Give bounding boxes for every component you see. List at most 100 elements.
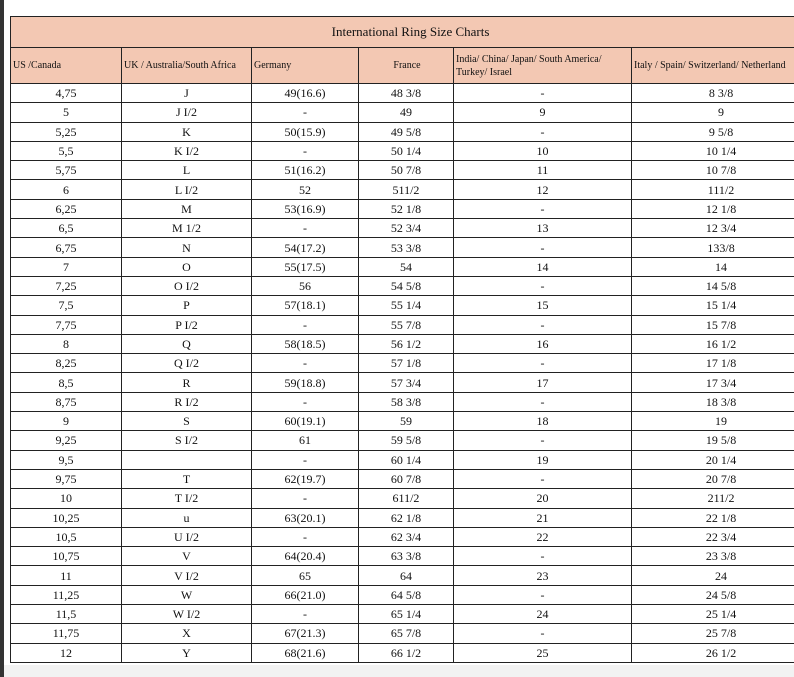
table-cell: 14 xyxy=(453,256,632,277)
table-row: 7,5 P 57(18.1) 55 1/4 15 15 1/4 xyxy=(10,295,794,316)
table-cell: 13 xyxy=(453,218,632,239)
table-cell: 66(21.0) xyxy=(251,584,359,606)
table-cell: 5,5 xyxy=(10,140,122,162)
table-cell: T xyxy=(121,468,252,490)
table-cell: N xyxy=(121,237,252,258)
table-cell: 17 1/8 xyxy=(630,353,794,374)
table-cell: 56 xyxy=(251,275,359,297)
table-row: 9,75 T 62(19.7) 60 7/8-20 7/8 xyxy=(10,468,794,490)
table-cell: 19 xyxy=(453,449,632,470)
table-cell: 9 xyxy=(10,411,122,432)
table-row: 7 O 55(17.5) 54 14 14 xyxy=(10,256,794,277)
table-cell: 6,75 xyxy=(10,237,122,258)
table-cell: 9 xyxy=(630,102,794,123)
table-cell: 51(16.2) xyxy=(251,160,359,181)
table-cell: 20 1/4 xyxy=(630,449,794,470)
table-cell: Q I/2 xyxy=(121,353,252,374)
table-cell: 511/2 xyxy=(358,179,454,200)
table-cell: O xyxy=(121,256,252,277)
table-cell: 60 7/8 xyxy=(358,468,454,490)
table-cell: 9,5 xyxy=(10,449,122,470)
table-cell: 19 xyxy=(630,411,794,432)
table-cell: - xyxy=(453,314,632,335)
table-cell: 60(19.1) xyxy=(251,411,359,432)
table-row: 7,25 O I/2 56 54 5/8-14 5/8 xyxy=(10,275,794,297)
table-cell: - xyxy=(453,546,632,567)
table-cell: - xyxy=(251,314,359,335)
table-cell: 53(16.9) xyxy=(251,198,359,220)
table-cell: 5,25 xyxy=(10,121,122,142)
table-cell: - xyxy=(251,488,359,509)
table-cell: 11 xyxy=(10,565,122,586)
table-cell: P I/2 xyxy=(121,314,252,335)
table-cell: S I/2 xyxy=(121,430,252,451)
table-cell: - xyxy=(453,275,632,297)
table-cell: - xyxy=(453,353,632,374)
table-row: 6,5 M 1/2-52 3/4 13 12 3/4 xyxy=(10,218,794,239)
table-cell: 65 1/4 xyxy=(358,604,454,625)
table-cell: 8,75 xyxy=(10,391,122,413)
table-cell: 6 xyxy=(10,179,122,200)
table-cell: - xyxy=(453,198,632,220)
table-cell: 10 1/4 xyxy=(630,140,794,162)
table-cell: 12 xyxy=(10,642,122,663)
table-cell: O I/2 xyxy=(121,275,252,297)
table-cell: 24 xyxy=(630,565,794,586)
table-cell: 50 7/8 xyxy=(358,160,454,181)
table-cell: 63(20.1) xyxy=(251,507,359,528)
table-cell: V I/2 xyxy=(121,565,252,586)
table-cell: 21 xyxy=(453,507,632,528)
table-cell: K I/2 xyxy=(121,140,252,162)
table-cell: 50(15.9) xyxy=(251,121,359,142)
table-cell: 59 xyxy=(358,411,454,432)
table-cell: 23 3/8 xyxy=(630,546,794,567)
table-cell: 65 xyxy=(251,565,359,586)
column-header: UK / Australia/South Africa xyxy=(121,47,252,84)
table-cell: 8,5 xyxy=(10,372,122,393)
table-cell: V xyxy=(121,546,252,567)
table-cell: - xyxy=(251,102,359,123)
table-cell: 19 5/8 xyxy=(630,430,794,451)
table-cell: 22 xyxy=(453,526,632,548)
table-row: 10,5 U I/2-62 3/4 22 22 3/4 xyxy=(10,526,794,548)
table-cell: Q xyxy=(121,333,252,355)
table-cell: J I/2 xyxy=(121,102,252,123)
table-row: 11,75 X 67(21.3) 65 7/8-25 7/8 xyxy=(10,623,794,644)
table-cell: 8 3/8 xyxy=(630,82,794,104)
table-cell: 11,5 xyxy=(10,604,122,625)
table-cell: 56 1/2 xyxy=(358,333,454,355)
table-row: 8,25 Q I/2-57 1/8-17 1/8 xyxy=(10,353,794,374)
bottom-margin xyxy=(4,665,794,677)
table-cell: W xyxy=(121,584,252,606)
table-cell: 111/2 xyxy=(630,179,794,200)
table-cell: 66 1/2 xyxy=(358,642,454,663)
table-cell: R I/2 xyxy=(121,391,252,413)
table-cell: 12 xyxy=(453,179,632,200)
table-cell: - xyxy=(453,584,632,606)
table-cell: 49 5/8 xyxy=(358,121,454,142)
table-cell: 52 3/4 xyxy=(358,218,454,239)
table-cell: 12 1/8 xyxy=(630,198,794,220)
table-cell: - xyxy=(453,391,632,413)
table-cell: X xyxy=(121,623,252,644)
column-header: Germany xyxy=(251,47,359,84)
table-row: 10,25 u 63(20.1) 62 1/8 21 22 1/8 xyxy=(10,507,794,528)
table-cell: - xyxy=(251,449,359,470)
table-cell: - xyxy=(251,604,359,625)
table-cell: 48 3/8 xyxy=(358,82,454,104)
table-cell: u xyxy=(121,507,252,528)
table-cell: 10,25 xyxy=(10,507,122,528)
table-cell: 5,75 xyxy=(10,160,122,181)
table-cell: 67(21.3) xyxy=(251,623,359,644)
table-cell: 65 7/8 xyxy=(358,623,454,644)
table-row: 9,25 S I/2 61 59 5/8-19 5/8 xyxy=(10,430,794,451)
table-cell: 60 1/4 xyxy=(358,449,454,470)
ring-size-table: International Ring Size Charts US /Canad… xyxy=(9,16,794,663)
table-row: 12 Y 68(21.6) 66 1/2 25 26 1/2 xyxy=(10,642,794,663)
table-row: 7,75 P I/2-55 7/8-15 7/8 xyxy=(10,314,794,335)
table-cell: S xyxy=(121,411,252,432)
table-row: 8 Q 58(18.5) 56 1/2 16 16 1/2 xyxy=(10,333,794,355)
table-cell: 10,5 xyxy=(10,526,122,548)
